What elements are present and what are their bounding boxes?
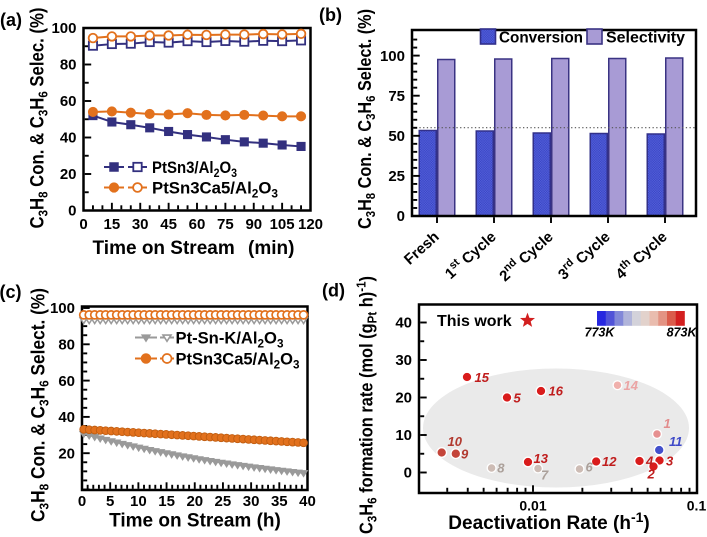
svg-text:4: 4 [645, 454, 654, 469]
svg-text:0: 0 [404, 465, 412, 482]
svg-text:12: 12 [602, 454, 617, 469]
svg-text:PtSn3Ca5/Al2​O3​: PtSn3Ca5/Al2​O3​ [152, 179, 278, 201]
svg-text:80: 80 [58, 337, 75, 354]
svg-text:0: 0 [78, 493, 86, 510]
svg-text:75: 75 [388, 88, 405, 105]
svg-text:30: 30 [395, 352, 412, 369]
svg-text:90: 90 [245, 216, 262, 233]
svg-text:40: 40 [299, 493, 316, 510]
svg-text:40: 40 [395, 315, 412, 332]
svg-text:120: 120 [298, 216, 323, 233]
svg-text:0.1: 0.1 [687, 498, 707, 514]
svg-text:20: 20 [395, 390, 412, 407]
svg-text:25: 25 [215, 493, 232, 510]
svg-text:15: 15 [104, 216, 121, 233]
svg-text:45: 45 [160, 216, 177, 233]
svg-text:15: 15 [158, 493, 175, 510]
svg-text:75: 75 [217, 216, 234, 233]
svg-text:Time on Stream (h): Time on Stream (h) [109, 511, 281, 532]
svg-text:Time on Stream (min): Time on Stream (min) [93, 238, 295, 259]
svg-text:20: 20 [186, 493, 203, 510]
svg-text:13: 13 [534, 451, 549, 466]
svg-text:1: 1 [664, 416, 671, 431]
svg-text:105: 105 [270, 216, 295, 233]
svg-text:0: 0 [79, 216, 87, 233]
svg-text:2: 2 [647, 467, 656, 482]
svg-text:7: 7 [541, 468, 549, 483]
svg-text:PtSn3Ca5/Al2​O3​: PtSn3Ca5/Al2​O3​ [176, 350, 300, 372]
svg-text:This work: This work [437, 313, 512, 330]
svg-text:C3​H8​ Con. & C3​H6​ Select. (: C3​H8​ Con. & C3​H6​ Select. (%) [29, 288, 52, 522]
svg-text:30: 30 [243, 493, 260, 510]
svg-text:(d): (d) [322, 281, 345, 301]
svg-text:25: 25 [388, 168, 405, 185]
svg-text:0: 0 [68, 203, 76, 220]
svg-text:PtSn3/Al2​O3​: PtSn3/Al2​O3​ [152, 158, 237, 180]
svg-text:100: 100 [380, 48, 405, 65]
svg-text:0: 0 [397, 208, 405, 225]
svg-text:60: 60 [189, 216, 206, 233]
svg-text:11: 11 [669, 434, 683, 449]
svg-text:20: 20 [58, 445, 75, 462]
svg-text:Pt-Sn-K/Al2​O3​: Pt-Sn-K/Al2​O3​ [176, 329, 284, 351]
svg-text:10: 10 [395, 427, 412, 444]
svg-text:35: 35 [271, 493, 288, 510]
svg-text:8: 8 [497, 461, 505, 476]
svg-text:C3​H8​ Con. & C3​H6​ Selec. (%: C3​H8​ Con. & C3​H6​ Selec. (%) [28, 8, 51, 229]
svg-text:40: 40 [60, 130, 77, 147]
svg-text:5: 5 [106, 493, 114, 510]
svg-text:100: 100 [51, 20, 76, 37]
svg-text:60: 60 [58, 373, 75, 390]
svg-text:C3​H8​ Con. & C3​H6​ Select. (: C3​H8​ Con. & C3​H6​ Select. (%) [354, 9, 378, 229]
svg-text:6: 6 [586, 460, 594, 475]
svg-text:773K: 773K [585, 326, 616, 340]
svg-text:873K: 873K [667, 326, 698, 340]
svg-text:(c): (c) [0, 282, 22, 302]
svg-text:3: 3 [666, 453, 674, 468]
svg-text:(a): (a) [0, 10, 22, 30]
svg-text:100: 100 [50, 300, 75, 317]
svg-text:10: 10 [130, 493, 147, 510]
svg-text:15: 15 [475, 370, 490, 385]
svg-text:10: 10 [448, 434, 463, 449]
svg-text:9: 9 [461, 447, 469, 462]
svg-text:80: 80 [60, 57, 77, 74]
svg-text:Deactivation Rate (h-1​): Deactivation Rate (h-1​) [448, 509, 649, 534]
svg-text:5: 5 [514, 391, 522, 406]
svg-text:C3​H6​ formation rate (mol (gP: C3​H6​ formation rate (mol (gPt​ h)-1​) [354, 276, 380, 534]
svg-text:Selectivity: Selectivity [606, 30, 685, 47]
svg-text:40: 40 [58, 409, 75, 426]
svg-text:20: 20 [60, 166, 77, 183]
svg-text:50: 50 [388, 128, 405, 145]
svg-text:Conversion: Conversion [499, 30, 583, 47]
svg-text:16: 16 [549, 384, 564, 399]
svg-text:60: 60 [60, 93, 77, 110]
svg-text:30: 30 [132, 216, 149, 233]
svg-text:0.01: 0.01 [519, 498, 546, 514]
svg-text:14: 14 [624, 378, 639, 393]
svg-text:(b): (b) [319, 5, 342, 25]
